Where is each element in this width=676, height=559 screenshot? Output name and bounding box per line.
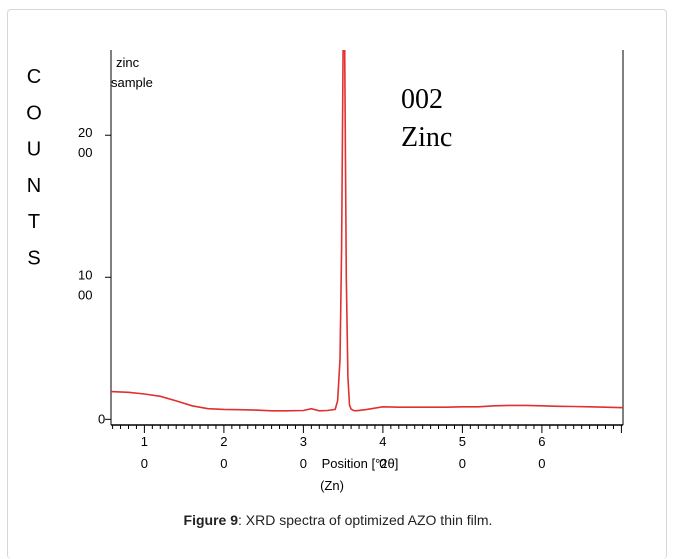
x-axis-label: (Zn) xyxy=(320,478,344,493)
x-tick-label: 6 xyxy=(538,434,545,449)
y-tick-label: 20 xyxy=(78,125,92,140)
figure-caption-label: Figure 9 xyxy=(183,512,239,528)
x-tick-label: 3 xyxy=(300,434,307,449)
y-axis-label-letter: U xyxy=(27,139,41,161)
x-tick-label: 0 xyxy=(141,456,148,471)
peak-annotation: 002 xyxy=(401,84,443,115)
y-axis-label-letter: O xyxy=(26,102,42,124)
y-tick-label: 10 xyxy=(78,267,92,282)
y-tick-label: 00 xyxy=(78,145,92,160)
figure-caption: Figure 9: XRD spectra of optimized AZO t… xyxy=(0,512,676,528)
y-axis-label-letter: N xyxy=(27,175,41,197)
x-axis-label: Position [°2θ] xyxy=(322,456,399,471)
x-tick-label: 0 xyxy=(300,456,307,471)
y-axis-label-letter: C xyxy=(27,66,41,88)
sample-label: zinc xyxy=(116,55,140,70)
x-tick-label: 5 xyxy=(459,434,466,449)
peak-annotation: Zinc xyxy=(401,122,452,153)
figure-card xyxy=(7,9,667,559)
sample-label: sample xyxy=(111,75,153,90)
y-tick-label: 0 xyxy=(98,411,105,426)
series-line xyxy=(111,50,623,412)
y-axis-label-letter: S xyxy=(27,248,40,270)
figure-caption-text: : XRD spectra of optimized AZO thin film… xyxy=(238,512,493,528)
x-tick-label: 0 xyxy=(220,456,227,471)
x-tick-label: 4 xyxy=(379,434,386,449)
x-tick-label: 1 xyxy=(141,434,148,449)
x-tick-label: 0 xyxy=(538,456,545,471)
y-axis-label-letter: T xyxy=(28,211,40,233)
x-tick-label: 0 xyxy=(379,456,386,471)
x-tick-label: 0 xyxy=(459,456,466,471)
y-tick-label: 00 xyxy=(78,287,92,302)
x-tick-label: 2 xyxy=(220,434,227,449)
